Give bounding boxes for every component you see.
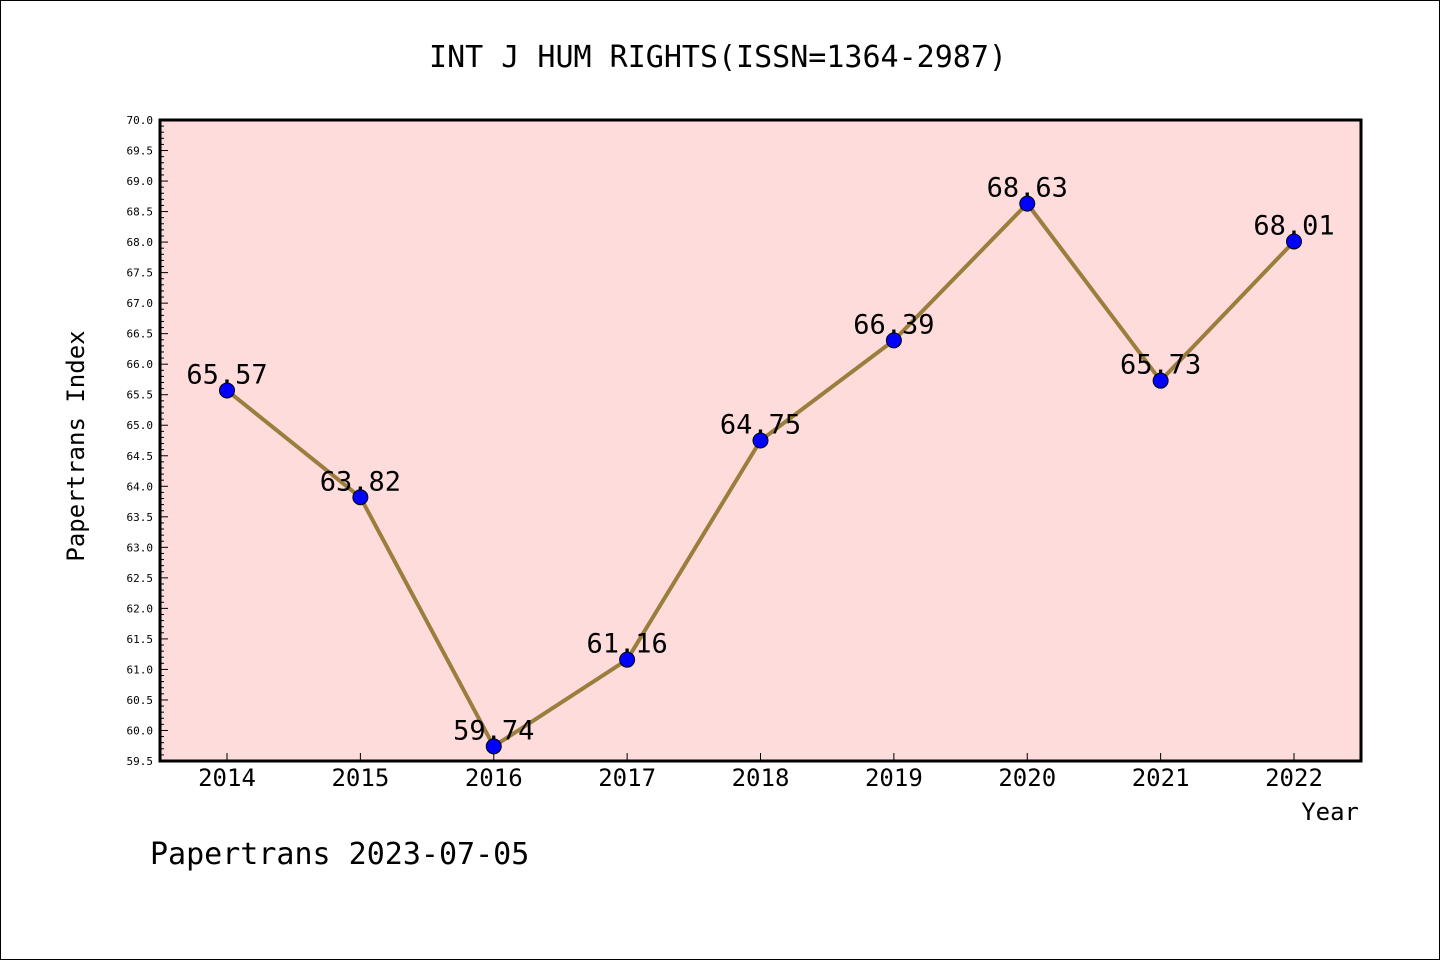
x-tick-label: 2016 bbox=[465, 764, 523, 792]
y-axis-ticks: 59.5 60.0 60.5 61.0 61.5 62.0 62.5 63.0 63.5 64.0… bbox=[127, 114, 168, 768]
data-label: 68.01 bbox=[1253, 210, 1334, 241]
x-tick-label: 2015 bbox=[331, 764, 389, 792]
data-label: 68.63 bbox=[987, 173, 1068, 204]
data-point bbox=[219, 382, 235, 399]
y-tick-label: 59.5 bbox=[127, 755, 154, 768]
y-tick-label: 60.0 bbox=[127, 724, 154, 737]
data-labels: 65.57 63.82 59.74 61.16 64.75 66.39 68.63 65.73… bbox=[186, 173, 1334, 747]
y-tick-label: 63.0 bbox=[127, 541, 154, 554]
x-tick-label: 2019 bbox=[865, 764, 923, 792]
x-tick-label: 2022 bbox=[1265, 764, 1323, 792]
y-tick-label: 66.5 bbox=[127, 328, 154, 341]
data-label: 59.74 bbox=[453, 715, 534, 746]
y-tick-label: 68.0 bbox=[127, 236, 154, 249]
x-tick-label: 2020 bbox=[998, 764, 1056, 792]
data-label: 64.75 bbox=[720, 410, 801, 441]
data-point bbox=[485, 738, 502, 755]
y-tick-label: 61.5 bbox=[127, 633, 154, 646]
y-tick-label: 68.5 bbox=[127, 206, 154, 219]
y-tick-label: 60.5 bbox=[127, 694, 154, 707]
y-tick-label: 64.5 bbox=[127, 450, 154, 463]
data-label: 66.39 bbox=[853, 309, 934, 340]
y-tick-label: 67.0 bbox=[127, 297, 154, 310]
chart-title: INT J HUM RIGHTS(ISSN=1364-2987) bbox=[429, 40, 1007, 75]
y-tick-label: 65.5 bbox=[127, 389, 154, 402]
y-tick-label: 66.0 bbox=[127, 358, 154, 371]
data-point bbox=[1286, 233, 1302, 250]
x-axis-ticks: 2014 2015 2016 2017 2018 2019 2020 2021 2022 bbox=[198, 753, 1323, 792]
y-tick-label: 69.0 bbox=[127, 175, 154, 188]
y-tick-label: 64.0 bbox=[127, 480, 154, 493]
data-label: 63.82 bbox=[320, 466, 401, 497]
x-tick-label: 2021 bbox=[1132, 764, 1190, 792]
plot-border bbox=[158, 118, 1363, 763]
data-point bbox=[885, 332, 902, 349]
data-point bbox=[1019, 195, 1036, 212]
data-label: 61.16 bbox=[586, 629, 667, 660]
y-tick-label: 63.5 bbox=[127, 511, 154, 524]
data-point bbox=[752, 432, 769, 449]
x-axis-label: Year bbox=[1301, 798, 1359, 826]
x-tick-label: 2017 bbox=[598, 764, 656, 792]
data-markers bbox=[219, 195, 1302, 755]
y-tick-label: 62.5 bbox=[127, 572, 154, 585]
data-label: 65.57 bbox=[186, 359, 267, 390]
data-label: 65.73 bbox=[1120, 350, 1201, 381]
x-tick-label: 2018 bbox=[732, 764, 790, 792]
data-point bbox=[619, 651, 636, 668]
footer-source-date: Papertrans 2023-07-05 bbox=[150, 837, 529, 872]
y-tick-label: 69.5 bbox=[127, 145, 154, 158]
y-tick-label: 61.0 bbox=[127, 663, 154, 676]
data-point bbox=[352, 489, 369, 506]
data-point bbox=[1152, 372, 1169, 389]
x-tick-label: 2014 bbox=[198, 764, 256, 792]
y-tick-label: 65.0 bbox=[127, 419, 154, 432]
y-tick-label: 62.0 bbox=[127, 602, 154, 615]
y-tick-label: 67.5 bbox=[127, 267, 154, 280]
y-tick-label: 70.0 bbox=[127, 114, 154, 127]
y-axis-label: Papertrans Index bbox=[62, 330, 90, 561]
